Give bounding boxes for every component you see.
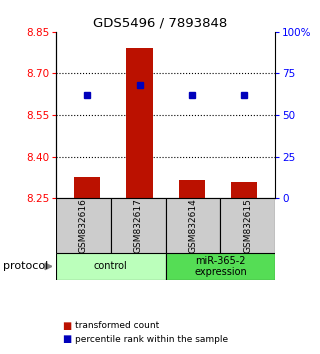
Text: GSM832615: GSM832615 xyxy=(243,198,252,253)
Bar xyxy=(56,198,111,253)
Text: GSM832617: GSM832617 xyxy=(134,198,143,253)
Bar xyxy=(74,177,100,198)
Bar xyxy=(220,198,275,253)
Text: control: control xyxy=(94,261,128,272)
Text: miR-365-2
expression: miR-365-2 expression xyxy=(194,256,247,277)
Bar xyxy=(179,180,205,198)
Bar xyxy=(126,48,153,198)
Bar xyxy=(166,253,275,280)
Text: protocol: protocol xyxy=(3,261,48,272)
Text: GSM832616: GSM832616 xyxy=(79,198,88,253)
Bar xyxy=(166,198,220,253)
Bar xyxy=(111,198,166,253)
Text: transformed count: transformed count xyxy=(75,321,159,330)
Text: percentile rank within the sample: percentile rank within the sample xyxy=(75,335,228,344)
Text: ■: ■ xyxy=(62,321,72,331)
Bar xyxy=(231,182,257,198)
Text: GDS5496 / 7893848: GDS5496 / 7893848 xyxy=(93,17,227,29)
Text: ■: ■ xyxy=(62,334,72,344)
Text: GSM832614: GSM832614 xyxy=(188,198,197,253)
Bar xyxy=(56,253,166,280)
